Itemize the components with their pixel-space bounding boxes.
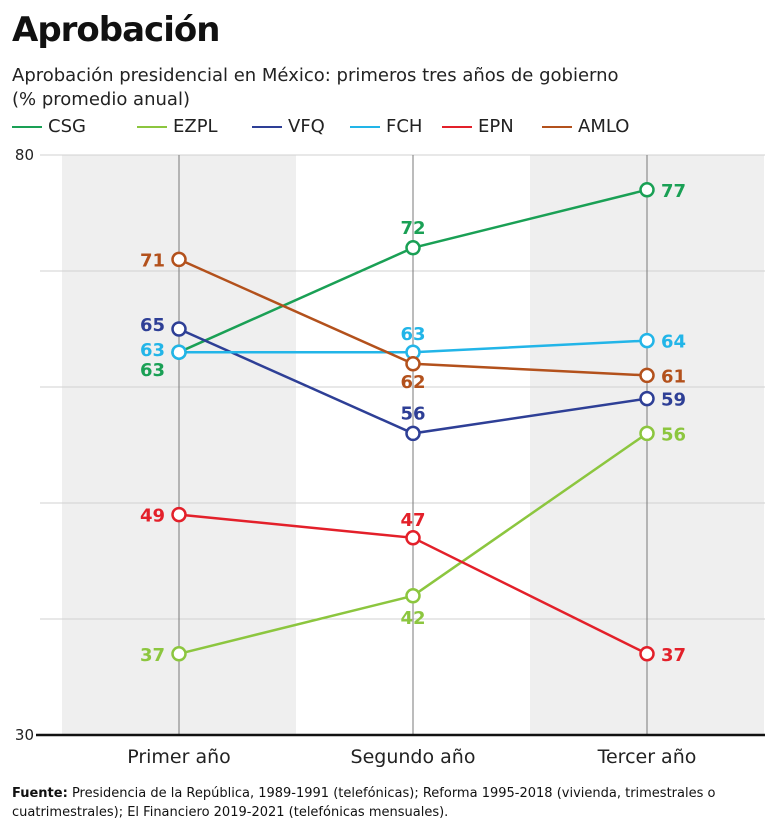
data-label: 59 <box>661 390 686 411</box>
source-note: Fuente: Presidencia de la República, 198… <box>12 784 752 822</box>
data-point <box>639 646 655 662</box>
data-label: 42 <box>400 608 425 629</box>
data-label: 37 <box>661 645 686 666</box>
data-label: 56 <box>661 424 686 445</box>
data-label: 65 <box>140 315 165 336</box>
data-label: 64 <box>661 332 686 353</box>
data-label: 47 <box>400 510 425 531</box>
data-point <box>171 646 187 662</box>
y-tick-label: 30 <box>15 726 34 744</box>
legend-label: VFQ <box>288 116 325 137</box>
data-point <box>639 332 655 349</box>
subtitle-line-2: (% promedio anual) <box>12 89 190 110</box>
data-point <box>405 588 421 604</box>
x-tick-label: Primer año <box>127 746 231 768</box>
data-point <box>171 321 187 337</box>
line-chart: 30 80 Primer año Segundo año Tercer año 63 72 7… <box>15 146 765 768</box>
y-tick-label: 80 <box>15 146 34 164</box>
data-label: 61 <box>661 366 686 387</box>
legend-label: CSG <box>48 116 86 137</box>
data-point <box>405 356 421 372</box>
legend-label: EZPL <box>173 116 218 137</box>
subtitle-line-1: Aprobación presidencial en México: prime… <box>12 65 619 86</box>
source-text: Presidencia de la República, 1989-1991 (… <box>12 786 716 820</box>
legend-swatch <box>252 126 282 128</box>
data-label: 62 <box>400 372 425 393</box>
data-label: 63 <box>140 360 165 381</box>
data-point <box>171 344 187 360</box>
data-label: 77 <box>661 181 686 202</box>
data-label: 37 <box>140 645 165 666</box>
data-point <box>639 425 655 442</box>
data-label: 63 <box>400 324 425 345</box>
chart-title: Aprobación <box>12 10 220 50</box>
x-tick-label: Segundo año <box>351 746 476 768</box>
chart-legend: CSG EZPL VFQ FCH EPN AMLO <box>12 116 752 138</box>
data-label: 49 <box>140 506 165 527</box>
legend-swatch <box>542 126 572 128</box>
data-label: 56 <box>400 403 425 424</box>
data-point <box>639 182 655 198</box>
data-point <box>171 251 187 268</box>
legend-swatch <box>12 126 42 128</box>
data-point <box>171 506 187 523</box>
legend-label: FCH <box>386 116 423 137</box>
data-point <box>639 390 655 407</box>
legend-swatch <box>350 126 380 128</box>
data-point <box>639 367 655 384</box>
data-point <box>405 240 421 256</box>
legend-swatch <box>137 126 167 128</box>
x-tick-label: Tercer año <box>597 746 697 768</box>
data-point <box>405 530 421 546</box>
data-point <box>405 425 421 442</box>
legend-label: AMLO <box>578 116 630 137</box>
source-label: Fuente: <box>12 786 68 801</box>
data-label: 72 <box>400 218 425 239</box>
data-label: 71 <box>140 250 165 271</box>
data-label: 63 <box>140 340 165 361</box>
chart-subtitle: Aprobación presidencial en México: prime… <box>12 64 752 112</box>
legend-swatch <box>442 126 472 128</box>
legend-label: EPN <box>478 116 514 137</box>
